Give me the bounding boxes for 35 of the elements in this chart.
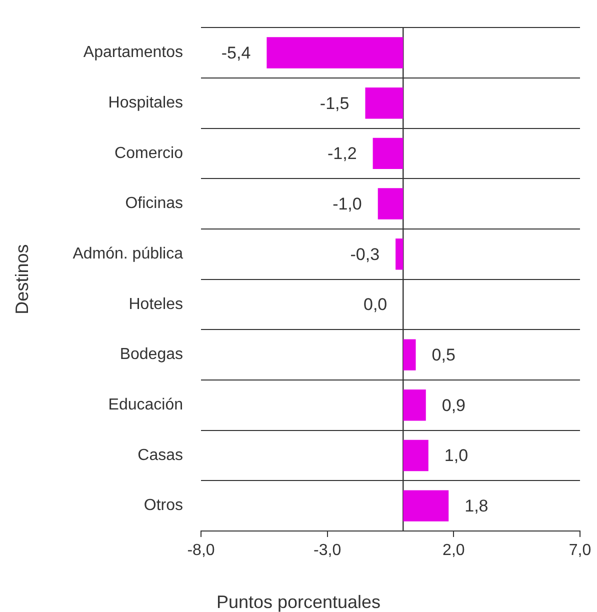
bar bbox=[365, 88, 404, 119]
y-tick-label: Educación bbox=[108, 396, 183, 414]
data-label: -1,0 bbox=[332, 194, 362, 214]
bar bbox=[372, 138, 404, 170]
y-tick-label: Casas bbox=[138, 446, 183, 464]
data-label: -1,5 bbox=[320, 94, 350, 113]
data-label: -1,2 bbox=[328, 144, 357, 164]
y-axis-title: Destinos bbox=[12, 244, 32, 314]
data-label: -0,3 bbox=[350, 244, 380, 264]
y-tick-label: Comercio bbox=[114, 144, 184, 162]
data-label: 0,0 bbox=[363, 295, 388, 314]
bar bbox=[403, 440, 428, 472]
x-tick-label: -3,0 bbox=[314, 542, 342, 560]
data-label: 1,8 bbox=[464, 496, 488, 516]
data-label: 1,0 bbox=[444, 446, 468, 466]
y-tick-label: Apartamentos bbox=[83, 44, 183, 62]
bar bbox=[378, 188, 404, 220]
y-tick-label: Admón. pública bbox=[72, 246, 184, 263]
x-axis-title: Puntos porcentuales bbox=[215, 591, 382, 612]
data-label: 0,5 bbox=[432, 345, 456, 364]
data-label: 0,9 bbox=[442, 396, 466, 415]
bar bbox=[403, 339, 416, 370]
y-tick-label: Hospitales bbox=[108, 94, 183, 112]
bar bbox=[403, 490, 449, 522]
bar bbox=[266, 37, 404, 68]
y-tick-label: Otros bbox=[144, 497, 183, 514]
bar bbox=[396, 238, 404, 270]
y-tick-label: Oficinas bbox=[125, 195, 183, 212]
y-tick-label: Bodegas bbox=[120, 346, 183, 364]
x-tick-label: -8,0 bbox=[187, 542, 215, 560]
bar bbox=[403, 390, 426, 421]
y-tick-label: Hoteles bbox=[128, 296, 183, 313]
data-label: -5,4 bbox=[221, 43, 251, 62]
x-tick-label: 7,0 bbox=[568, 542, 592, 560]
x-tick-label: 2,0 bbox=[442, 542, 465, 560]
